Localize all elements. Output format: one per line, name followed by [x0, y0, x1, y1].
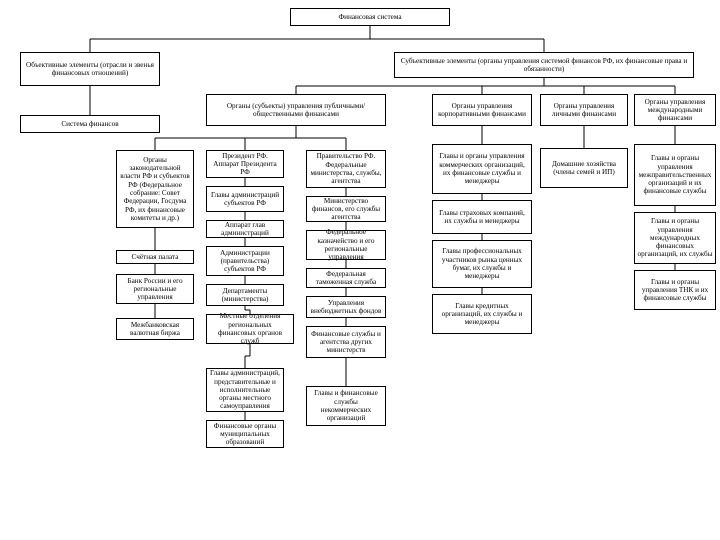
node-label: Аппарат глав администраций	[209, 221, 281, 238]
node-label: Главы администраций субъектов РФ	[209, 191, 281, 208]
node-col3_minfin: Министерство финансов, его службы агентс…	[306, 196, 386, 222]
node-label: Главы администраций, представительные и …	[209, 369, 281, 410]
node-label: Финансовые органы муниципальных образова…	[209, 422, 281, 447]
node-col3_other: Финансовые службы и агентства других мин…	[306, 326, 386, 358]
node-col2_reps: Главы администраций, представительные и …	[206, 368, 284, 412]
node-label: Межбанковская валютная биржа	[119, 321, 191, 338]
node-label: Главы и органы управления межправительст…	[637, 154, 713, 195]
node-corp_pro: Главы профессиональных участников рынка …	[432, 240, 532, 288]
node-col2_local: Местные отделения региональных финансовы…	[206, 314, 294, 344]
node-label: Органы законодательной власти РФ и субъе…	[119, 156, 191, 222]
node-label: Главы профессиональных участников рынка …	[435, 247, 529, 280]
node-label: Субъективные элементы (органы управления…	[397, 57, 691, 74]
node-corp_cred: Главы кредитных организаций, их службы и…	[432, 294, 532, 334]
node-label: Администрации (правительства) субъектов …	[209, 249, 281, 274]
node-col1_audit: Счётная палата	[116, 250, 194, 264]
node-label: Управления внебюджетных фондов	[309, 299, 383, 316]
node-label: Финансовые службы и агентства других мин…	[309, 330, 383, 355]
node-label: Органы управления корпоративными финанса…	[435, 102, 529, 119]
node-pers_house: Домашние хозяйства (члены семей и ИП)	[540, 148, 628, 188]
node-label: Объективные элементы (отрасли и звенья ф…	[23, 61, 157, 78]
node-col3_treas: Федеральное казначейство и его региональ…	[306, 230, 386, 260]
node-label: Правительство РФ. Федеральные министерст…	[309, 152, 383, 185]
node-col3_gov: Правительство РФ. Федеральные министерст…	[306, 150, 386, 188]
node-label: Министерство финансов, его службы агентс…	[309, 197, 383, 222]
node-label: Главы кредитных организаций, их службы и…	[435, 302, 529, 327]
node-col1_micex: Межбанковская валютная биржа	[116, 318, 194, 340]
node-intl_fin: Главы и органы управления международных …	[634, 212, 716, 264]
node-corp_ins: Главы страховых компаний, их службы и ме…	[432, 200, 532, 234]
node-col3_funds: Управления внебюджетных фондов	[306, 296, 386, 318]
node-label: Местные отделения региональных финансовы…	[209, 312, 291, 345]
node-col1_bank: Банк России и его региональные управлени…	[116, 274, 194, 304]
node-col2_admin: Администрации (правительства) субъектов …	[206, 246, 284, 276]
node-label: Главы и органы управления коммерческих о…	[435, 152, 529, 185]
node-pub: Органы (субъекты) управления публичными/…	[206, 94, 386, 126]
node-label: Органы управления международными финанса…	[637, 98, 713, 123]
node-sys: Система финансов	[20, 115, 160, 133]
node-label: Домашние хозяйства (члены семей и ИП)	[543, 160, 625, 177]
node-col2_pres: Президент РФ. Аппарат Президента РФ	[206, 150, 284, 178]
node-subj: Субъективные элементы (органы управления…	[394, 52, 694, 78]
node-label: Федеральное казначейство и его региональ…	[309, 228, 383, 261]
node-label: Система финансов	[23, 120, 157, 128]
node-intl_tnk: Главы и органы управления ТНК и их финан…	[634, 270, 716, 310]
node-label: Счётная палата	[119, 253, 191, 261]
node-col2_dept: Департаменты (министерства)	[206, 284, 284, 306]
node-obj: Объективные элементы (отрасли и звенья ф…	[20, 52, 160, 86]
node-root: Финансовая система	[290, 8, 450, 26]
node-label: Главы и органы управления ТНК и их финан…	[637, 278, 713, 303]
node-label: Органы (субъекты) управления публичными/…	[209, 102, 383, 119]
node-col2_munfin: Финансовые органы муниципальных образова…	[206, 420, 284, 448]
node-label: Главы и финансовые службы некоммерческих…	[309, 389, 383, 422]
node-label: Главы и органы управления международных …	[637, 217, 713, 258]
node-label: Федеральная таможенная служба	[309, 270, 383, 287]
node-intl_gov: Главы и органы управления межправительст…	[634, 144, 716, 206]
node-col2_heads: Главы администраций субъектов РФ	[206, 186, 284, 212]
node-col3_customs: Федеральная таможенная служба	[306, 268, 386, 288]
node-col3_nonprof: Главы и финансовые службы некоммерческих…	[306, 386, 386, 426]
node-col1_leg: Органы законодательной власти РФ и субъе…	[116, 150, 194, 228]
node-label: Президент РФ. Аппарат Президента РФ	[209, 152, 281, 177]
node-label: Банк России и его региональные управлени…	[119, 277, 191, 302]
node-intl: Органы управления международными финанса…	[634, 94, 716, 126]
node-label: Департаменты (министерства)	[209, 287, 281, 304]
node-label: Органы управления личными финансами	[543, 102, 625, 119]
node-corp: Органы управления корпоративными финанса…	[432, 94, 532, 126]
node-label: Финансовая система	[293, 13, 447, 21]
node-label: Главы страховых компаний, их службы и ме…	[435, 209, 529, 226]
node-corp_com: Главы и органы управления коммерческих о…	[432, 144, 532, 194]
node-pers: Органы управления личными финансами	[540, 94, 628, 126]
node-col2_app: Аппарат глав администраций	[206, 220, 284, 238]
